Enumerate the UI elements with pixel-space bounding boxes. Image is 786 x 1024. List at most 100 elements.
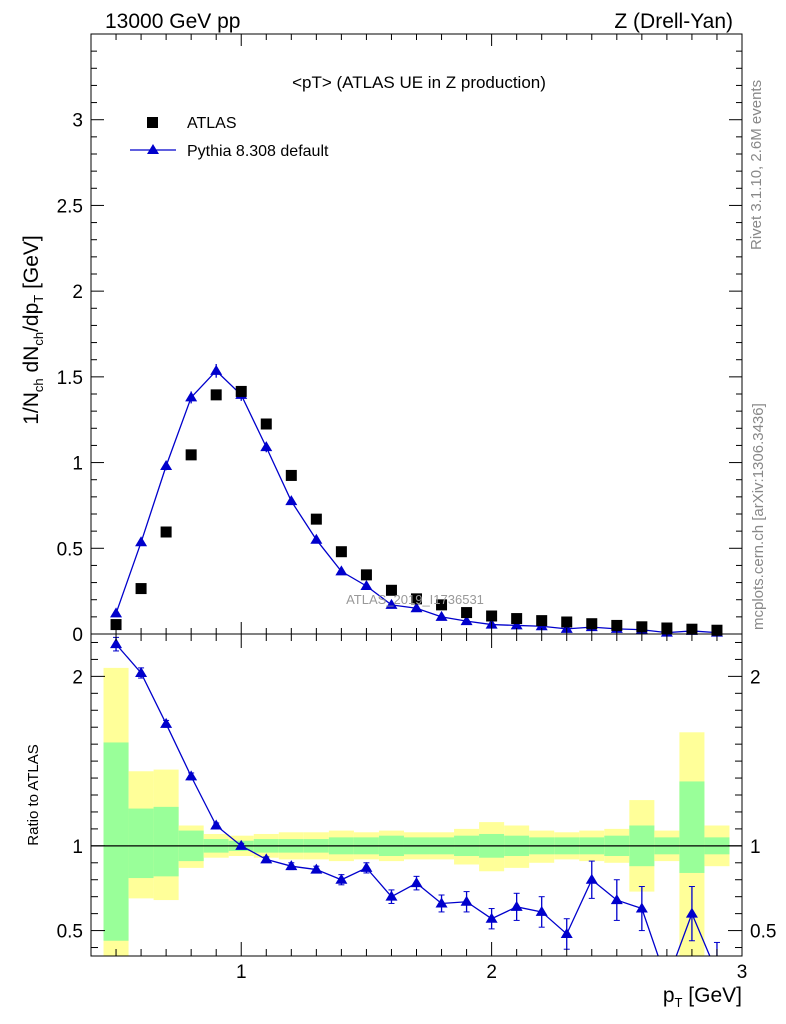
ratio-point bbox=[310, 863, 323, 874]
atlas-point bbox=[110, 619, 122, 631]
ratio-point bbox=[235, 839, 248, 850]
pythia-point bbox=[110, 607, 123, 618]
atlas-point bbox=[135, 583, 147, 595]
atlas-point bbox=[360, 569, 372, 581]
ylabel-part-3: /dp bbox=[20, 303, 43, 332]
watermark: ATLAS_2019_I1736531 bbox=[346, 592, 484, 607]
ratio-point bbox=[685, 907, 698, 918]
ratio-point bbox=[210, 819, 223, 830]
atlas-point bbox=[185, 449, 197, 461]
atlas-point bbox=[511, 613, 523, 625]
legend-pythia-label: Pythia 8.308 default bbox=[187, 143, 329, 160]
pythia-point bbox=[285, 495, 298, 506]
main-panel: 0 0.5 1 1.5 2 2.5 3 <pT> (ATLAS UE in Z produc… bbox=[20, 33, 743, 646]
mcplots-label: mcplots.cern.ch [arXiv:1306.3436] bbox=[750, 403, 767, 630]
ratio-x-tick-label: 1 bbox=[236, 962, 247, 983]
ylabel-sub-1: ch bbox=[31, 378, 46, 392]
ratio-point bbox=[485, 912, 498, 923]
main-y-tick-label: 0.5 bbox=[57, 539, 83, 560]
xlabel-sub: T bbox=[675, 995, 683, 1010]
ratio-point bbox=[610, 894, 623, 905]
pythia-point bbox=[510, 619, 523, 630]
pythia-point bbox=[160, 460, 173, 470]
legend-atlas-marker bbox=[147, 117, 158, 128]
ylabel-sub-3: T bbox=[31, 295, 46, 303]
ratio-y-tick-label: 2 bbox=[72, 667, 83, 688]
atlas-point bbox=[461, 607, 473, 619]
legend: ATLAS Pythia 8.308 default bbox=[130, 115, 329, 160]
ratio-point bbox=[410, 877, 423, 888]
xlabel-unit: [GeV] bbox=[682, 984, 742, 1007]
legend-pythia-marker bbox=[147, 144, 159, 154]
pythia-point bbox=[185, 391, 198, 402]
atlas-point bbox=[536, 615, 548, 627]
atlas-point bbox=[486, 610, 498, 622]
main-y-tick-label: 3 bbox=[72, 111, 83, 132]
main-y-tick-label: 1 bbox=[72, 454, 83, 475]
atlas-point bbox=[335, 546, 347, 558]
atlas-point bbox=[285, 469, 297, 481]
ratio-y-tick-label: 0.5 bbox=[57, 922, 83, 943]
ylabel-part-2: dN bbox=[20, 346, 43, 379]
xlabel-p: p bbox=[663, 984, 675, 1007]
main-y-tick-label: 0 bbox=[72, 625, 83, 646]
atlas-point bbox=[611, 619, 623, 631]
atlas-point bbox=[411, 593, 422, 605]
ratio-panel: 1 2 30.5 0.51 12 2 Ratio to ATLAS pT [GeV] bbox=[25, 633, 776, 1010]
atlas-point bbox=[636, 621, 648, 633]
atlas-point bbox=[310, 513, 322, 525]
ratio-point bbox=[135, 666, 148, 677]
pythia-point bbox=[435, 610, 448, 621]
ratio-point bbox=[285, 860, 298, 871]
ratio-point bbox=[385, 890, 398, 901]
ratio-y-tick-label: 1 bbox=[72, 837, 83, 858]
main-title: <pT> (ATLAS UE in Z production) bbox=[292, 73, 546, 92]
ratio-point bbox=[711, 967, 723, 977]
pythia-point bbox=[210, 364, 223, 375]
atlas-point bbox=[385, 584, 397, 596]
ratio-point bbox=[335, 873, 348, 884]
pythia-point bbox=[135, 536, 148, 547]
ratio-point bbox=[160, 717, 173, 728]
ratio-xlabel: pT [GeV] bbox=[663, 984, 742, 1010]
uncertainty-band-inner bbox=[679, 781, 705, 873]
atlas-point bbox=[561, 616, 573, 628]
rivet-label: Rivet 3.1.10, 2.6M events bbox=[748, 80, 765, 250]
ratio-point bbox=[435, 897, 448, 908]
ylabel-part-4: [GeV] bbox=[20, 235, 43, 295]
ratio-point bbox=[460, 895, 473, 906]
legend-atlas-label: ATLAS bbox=[187, 115, 237, 132]
ratio-ylabel: Ratio to ATLAS bbox=[25, 744, 42, 845]
pythia-point bbox=[410, 602, 423, 613]
ratio-y-tick-label-right: 2 bbox=[750, 667, 761, 688]
header-left: 13000 GeV pp bbox=[105, 10, 240, 33]
atlas-point bbox=[235, 385, 247, 397]
pythia-point bbox=[560, 622, 573, 633]
ratio-point bbox=[510, 900, 523, 911]
uncertainty-band-inner bbox=[103, 742, 129, 941]
pythia-point bbox=[360, 580, 373, 590]
pythia-point bbox=[335, 565, 348, 576]
pythia-point bbox=[310, 533, 323, 544]
ratio-y-tick-label-right: 1 bbox=[750, 837, 761, 858]
atlas-point bbox=[586, 618, 598, 630]
main-y-tick-label: 2 bbox=[72, 282, 83, 303]
main-y-tick-label: 1.5 bbox=[57, 368, 83, 389]
ratio-x-tick-label: 2 bbox=[486, 962, 497, 983]
ratio-line bbox=[115, 643, 711, 956]
pythia-point bbox=[385, 598, 398, 609]
uncertainty-band-inner bbox=[128, 808, 154, 879]
ratio-y-tick-label-right: 0.5 bbox=[750, 922, 776, 943]
pythia-point bbox=[460, 615, 473, 626]
atlas-point bbox=[160, 526, 172, 538]
ratio-x-tick-label: 3 bbox=[737, 962, 748, 983]
main-ylabel: 1/Nch dNch/dpT [GeV] bbox=[20, 235, 46, 425]
ylabel-part-1: 1/N bbox=[20, 392, 43, 425]
ratio-point bbox=[585, 873, 598, 884]
ratio-point bbox=[110, 638, 123, 649]
atlas-point bbox=[260, 418, 272, 430]
header-right: Z (Drell-Yan) bbox=[614, 10, 733, 33]
pythia-point bbox=[260, 441, 273, 452]
ratio-point bbox=[185, 770, 198, 781]
